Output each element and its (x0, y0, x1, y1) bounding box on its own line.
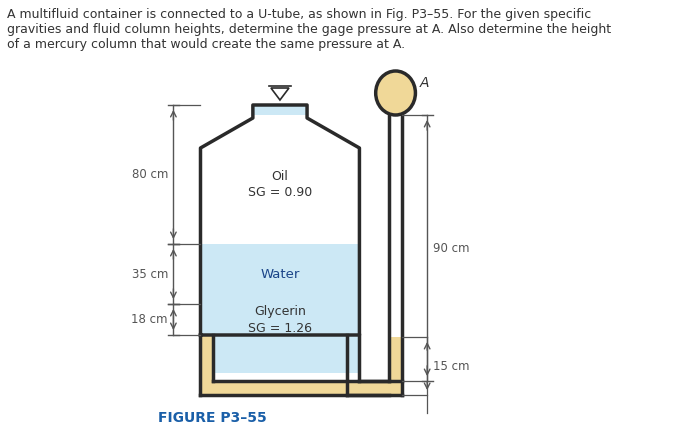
Text: 15 cm: 15 cm (433, 359, 469, 372)
Bar (200, 244, 359, 373)
Bar (200, 304, 359, 335)
Text: 35 cm: 35 cm (132, 267, 168, 280)
Text: 90 cm: 90 cm (433, 242, 469, 255)
Bar (253, 105, 307, 115)
Circle shape (376, 71, 415, 115)
Text: 18 cm: 18 cm (132, 313, 168, 326)
Bar (200, 335, 213, 381)
Text: FIGURE P3–55: FIGURE P3–55 (158, 411, 267, 425)
Text: Water: Water (260, 267, 300, 280)
Text: A: A (420, 76, 429, 90)
Bar (200, 381, 402, 395)
Text: Oil
SG = 0.90: Oil SG = 0.90 (248, 169, 312, 200)
Bar (200, 244, 359, 304)
Text: A multifluid container is connected to a U-tube, as shown in Fig. P3–55. For the: A multifluid container is connected to a… (7, 8, 611, 51)
Text: 80 cm: 80 cm (132, 168, 168, 181)
Bar (389, 337, 402, 381)
Text: Glycerin
SG = 1.26: Glycerin SG = 1.26 (248, 304, 312, 335)
